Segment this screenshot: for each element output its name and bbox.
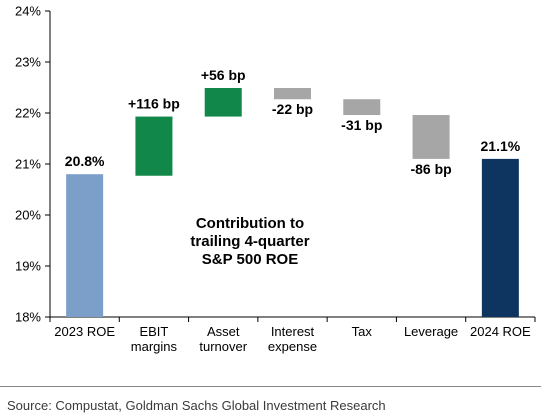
x-tick-label: turnover bbox=[199, 339, 247, 354]
bar bbox=[66, 174, 104, 317]
waterfall-chart: 18% 19% 20% 21% 22% 23% 24% 2023 ROE EBITmargins… bbox=[15, 4, 536, 354]
x-tick-label: 2023 ROE bbox=[54, 324, 115, 339]
annotation-line: Contribution to bbox=[196, 215, 304, 232]
bar bbox=[274, 88, 311, 100]
y-tick-label: 20% bbox=[15, 208, 41, 223]
y-tick-label: 24% bbox=[15, 4, 41, 19]
y-tick-label: 21% bbox=[15, 157, 41, 172]
x-tick-label: Interest bbox=[271, 324, 315, 339]
data-label: 20.8% bbox=[65, 153, 105, 169]
x-tick-label: Asset bbox=[207, 324, 240, 339]
data-label: 21.1% bbox=[481, 138, 521, 154]
x-tick-label: EBIT bbox=[139, 324, 168, 339]
y-tick-label: 18% bbox=[15, 310, 41, 325]
data-label: -31 bp bbox=[341, 117, 382, 133]
bar bbox=[343, 99, 381, 116]
data-labels: 20.8% +116 bp +56 bp -22 bp -31 bp -86 bp 21.1… bbox=[65, 67, 521, 177]
x-tick-label: Leverage bbox=[404, 324, 458, 339]
source-note: Source: Compustat, Goldman Sachs Global … bbox=[7, 398, 386, 413]
axes: 18% 19% 20% 21% 22% 23% 24% 2023 ROE EBITmargins… bbox=[15, 4, 536, 354]
y-tick-label: 19% bbox=[15, 259, 41, 274]
x-tick-label: 2024 ROE bbox=[470, 324, 531, 339]
x-tick-label: margins bbox=[131, 339, 178, 354]
bar bbox=[204, 88, 242, 117]
x-tick-label: Tax bbox=[352, 324, 373, 339]
footer-divider bbox=[0, 386, 541, 387]
x-tick-label: expense bbox=[268, 339, 317, 354]
data-label: +56 bp bbox=[201, 67, 246, 83]
bar bbox=[481, 158, 519, 317]
bar bbox=[412, 115, 450, 159]
annotation-line: S&P 500 ROE bbox=[202, 251, 298, 268]
y-tick-label: 22% bbox=[15, 106, 41, 121]
data-label: -86 bp bbox=[410, 161, 451, 177]
annotation-line: trailing 4-quarter bbox=[190, 233, 309, 250]
bar bbox=[135, 116, 173, 176]
data-label: -22 bp bbox=[272, 101, 313, 117]
data-label: +116 bp bbox=[128, 96, 180, 112]
y-tick-label: 23% bbox=[15, 55, 41, 70]
bars bbox=[66, 88, 519, 317]
